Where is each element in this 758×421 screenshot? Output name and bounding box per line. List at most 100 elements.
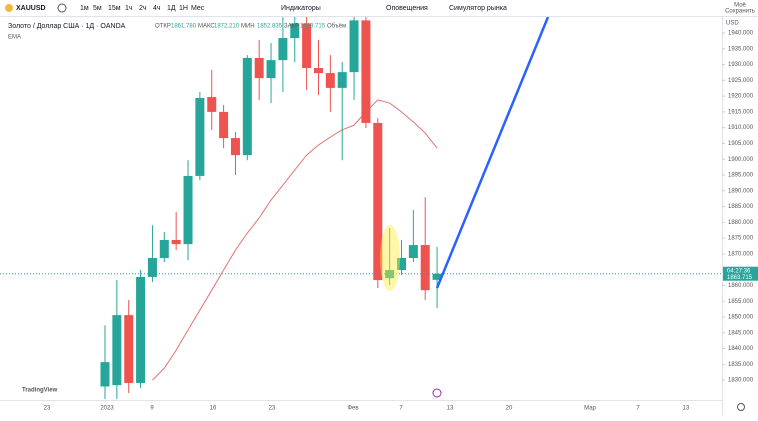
y-tick-label: 1935.000 xyxy=(728,46,754,52)
symbol-icon xyxy=(5,4,13,12)
y-tick-label: 1940.000 xyxy=(728,31,754,37)
candle-body xyxy=(420,245,430,291)
interval-button[interactable]: 1Н xyxy=(179,5,188,12)
candle-body xyxy=(361,20,371,123)
candle-body xyxy=(313,68,323,74)
y-tick-label: 1860.000 xyxy=(728,283,754,289)
y-tick-label: 1870.000 xyxy=(728,251,754,257)
ohlc-name: МИН xyxy=(241,24,255,30)
y-tick-label: 1895.000 xyxy=(728,173,754,179)
candle-body xyxy=(124,315,134,383)
ema-line xyxy=(152,99,438,381)
x-tick-label: 9 xyxy=(150,406,154,412)
logo: TradingView xyxy=(22,388,58,394)
candle-body xyxy=(373,122,383,281)
event-marker[interactable] xyxy=(432,388,442,398)
x-tick-label: 13 xyxy=(683,406,690,412)
ohlc-value: 1872.210 xyxy=(214,24,240,30)
interval-button[interactable]: 1м xyxy=(80,5,89,12)
x-tick-label: 2023 xyxy=(100,406,114,412)
ohlc-value: 1852.835 xyxy=(257,24,283,30)
indicators-button[interactable]: Индикаторы xyxy=(281,5,321,12)
candle-body xyxy=(112,315,122,386)
y-tick-label: 1930.000 xyxy=(728,62,754,68)
y-tick-label: 1915.000 xyxy=(728,109,754,115)
candle-body xyxy=(159,240,169,258)
y-tick-label: 1855.000 xyxy=(728,299,754,305)
candle-body xyxy=(325,73,335,88)
x-tick-label: 16 xyxy=(210,406,217,412)
y-tick-label: 1880.000 xyxy=(728,220,754,226)
candle-body xyxy=(290,23,300,39)
ohlc-name: МАКС xyxy=(198,24,215,30)
x-tick-label: 20 xyxy=(506,406,513,412)
candle-body xyxy=(195,98,205,176)
candle-body xyxy=(171,240,181,245)
y-tick-label: 1875.000 xyxy=(728,236,754,242)
candle-body xyxy=(183,175,193,245)
interval-button[interactable]: 5м xyxy=(93,5,102,12)
x-tick-label: 7 xyxy=(399,406,403,412)
candle-body xyxy=(100,362,110,387)
y-tick-label: 1850.000 xyxy=(728,315,754,321)
y-tick-label: 1920.000 xyxy=(728,94,754,100)
ohlc-name: ЗАКР xyxy=(284,24,299,30)
interval-button[interactable]: 2ч xyxy=(139,5,147,12)
candle-body xyxy=(207,97,217,112)
y-tick-label: 1840.000 xyxy=(728,346,754,352)
candle-body xyxy=(397,257,406,270)
candle-body xyxy=(136,276,146,383)
replay-button[interactable]: Симулятор рынка xyxy=(449,5,507,12)
y-tick-label: 1900.000 xyxy=(728,157,754,163)
ohlc-value: 1863.715 xyxy=(300,24,326,30)
x-tick-label: 23 xyxy=(269,406,276,412)
interval-button[interactable]: Мес xyxy=(191,5,205,12)
y-tick-label: 1925.000 xyxy=(728,78,754,84)
x-tick-label: Фев xyxy=(347,406,358,412)
candle-body xyxy=(147,257,157,277)
currency: USD xyxy=(726,21,739,27)
y-tick-label: 1845.000 xyxy=(728,330,754,336)
candle-body xyxy=(408,245,418,258)
ema-legend: EMA xyxy=(8,35,21,41)
interval-button[interactable]: 4ч xyxy=(153,5,161,12)
legend-title: Золото / Доллар США · 1Д · OANDA xyxy=(8,23,126,30)
candle-body xyxy=(230,138,240,156)
y-tick-label: 1910.000 xyxy=(728,125,754,131)
candle-body xyxy=(385,269,395,279)
trend-line xyxy=(435,17,550,289)
toolbar xyxy=(0,0,758,16)
interval-button[interactable]: 1Д xyxy=(167,5,176,12)
x-tick-label: 13 xyxy=(447,406,454,412)
ohlc-name: ОТКР xyxy=(155,24,171,30)
y-tick-label: 1890.000 xyxy=(728,188,754,194)
x-tick-label: 7 xyxy=(636,406,640,412)
candle-body xyxy=(242,57,252,156)
candle-body xyxy=(278,38,288,61)
y-tick-label: 1830.000 xyxy=(728,378,754,384)
settings[interactable] xyxy=(737,403,745,411)
x-tick-label: Мар xyxy=(584,406,596,412)
candle-body xyxy=(302,23,312,69)
last-price-label: 1863.715 xyxy=(727,275,753,281)
add-symbol[interactable] xyxy=(57,3,67,13)
candle-body xyxy=(254,57,264,79)
countdown: 04:27:36 xyxy=(727,268,751,274)
interval-button[interactable]: 15м xyxy=(108,5,121,12)
y-tick-label: 1905.000 xyxy=(728,141,754,147)
candle-body xyxy=(219,111,229,139)
layout-name[interactable]: Моё xyxy=(734,3,746,9)
alerts-button[interactable]: Оповещения xyxy=(386,5,428,12)
ohlc-value: 1861.780 xyxy=(171,24,197,30)
candle-body xyxy=(349,20,359,73)
interval-button[interactable]: 1ч xyxy=(125,5,133,12)
symbol[interactable]: XAUUSD xyxy=(16,5,46,12)
save-button[interactable]: Сохранить xyxy=(725,9,755,15)
x-tick-label: 23 xyxy=(44,406,51,412)
y-tick-label: 1885.000 xyxy=(728,204,754,210)
candle-body xyxy=(266,60,276,79)
y-tick-label: 1835.000 xyxy=(728,362,754,368)
price-label-box xyxy=(723,266,758,281)
volume-name: Объём xyxy=(327,24,346,30)
